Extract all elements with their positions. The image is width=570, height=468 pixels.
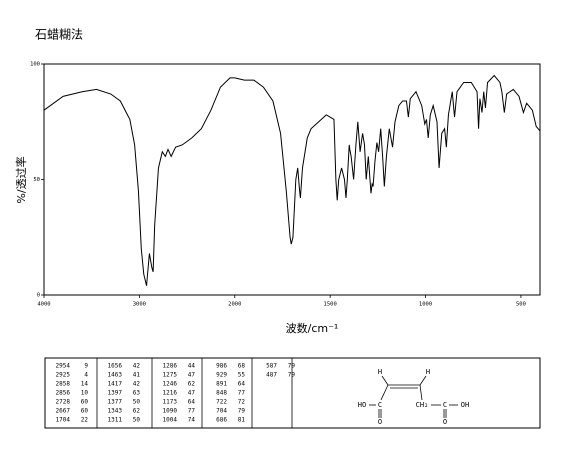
table-cell: 487 (266, 372, 277, 379)
table-cell: 79 (238, 408, 246, 415)
table-cell: 9 (84, 363, 88, 370)
structure-diagram: H H HO C O CH₂ C O OH (358, 368, 469, 426)
table-cell: 2954 (56, 363, 71, 370)
table-cell: 47 (188, 372, 196, 379)
table-cell: 1417 (108, 381, 123, 388)
plot-frame (43, 63, 541, 296)
table-cell: 47 (188, 390, 196, 397)
table-cell: 1004 (163, 417, 178, 424)
table-cell: 1463 (108, 372, 123, 379)
table-cell: 1090 (163, 408, 178, 415)
table-cell: 2667 (56, 408, 71, 415)
atom-label: C (443, 401, 447, 409)
bond (419, 384, 423, 401)
table-cell: 891 (216, 381, 227, 388)
table-cell: 1656 (108, 363, 123, 370)
table-cell: 60 (81, 399, 89, 406)
table-cell: 1377 (108, 399, 123, 406)
table-cell: 929 (216, 372, 227, 379)
table-cell: 42 (133, 381, 141, 388)
table-cell: 14 (81, 381, 89, 388)
table-cell: 1216 (163, 390, 178, 397)
table-cell: 42 (133, 363, 141, 370)
table-cell: 686 (216, 417, 227, 424)
x-axis-label: 波数/cm⁻¹ (286, 322, 339, 335)
x-tick-label: 4000 (37, 302, 50, 308)
table-cell: 1397 (108, 390, 123, 397)
atom-label: CH₂ (416, 401, 429, 409)
table-cell: 41 (133, 372, 141, 379)
table-cell: 44 (188, 363, 196, 370)
x-tick-label: 2000 (228, 302, 241, 308)
y-tick-label: 100 (30, 62, 40, 68)
table-cell: 704 (216, 408, 227, 415)
x-tick-label: 500 (516, 302, 526, 308)
table-cell: 60 (81, 408, 89, 415)
table-cell: 1704 (56, 417, 71, 424)
table-cell: 986 (216, 363, 227, 370)
table-cell: 62 (188, 381, 196, 388)
table-cell: 587 (266, 363, 277, 370)
atom-label: O (378, 418, 382, 426)
table-cell: 74 (188, 417, 196, 424)
x-tick-label: 1000 (419, 302, 432, 308)
table-cell: 2728 (56, 399, 71, 406)
table-cell: 22 (81, 417, 89, 424)
atom-label: H (378, 368, 382, 376)
table-cell: 63 (133, 390, 141, 397)
bond (380, 384, 389, 401)
y-tick-label: 0 (37, 293, 40, 299)
table-cell: 1173 (163, 399, 178, 406)
table-cell: 1246 (163, 381, 178, 388)
table-cell: 2858 (56, 381, 71, 388)
table-cell: 722 (216, 399, 227, 406)
x-tick-label: 3000 (133, 302, 146, 308)
table-cell: 77 (238, 390, 246, 397)
table-cell: 55 (238, 372, 246, 379)
table-cell: 79 (288, 372, 296, 379)
bond (419, 375, 427, 386)
y-tick-label: 50 (33, 177, 40, 183)
atom-label: O (443, 418, 447, 426)
table-frame (44, 357, 541, 429)
table-cell: 77 (188, 408, 196, 415)
y-axis-label: %/透过率 (14, 156, 28, 203)
table-cell: 1311 (108, 417, 123, 424)
bond (381, 375, 389, 386)
x-tick-label: 1500 (324, 302, 337, 308)
table-cell: 68 (238, 363, 246, 370)
table-cell: 72 (238, 399, 246, 406)
table-cell: 10 (81, 390, 89, 397)
table-cell: 2856 (56, 390, 71, 397)
table-cell: 62 (133, 408, 141, 415)
table-cell: 50 (133, 417, 141, 424)
table-cell: 64 (188, 399, 196, 406)
table-cell: 64 (238, 381, 246, 388)
table-cell: 79 (288, 363, 296, 370)
table-cell: 1275 (163, 372, 178, 379)
atom-label: HO (358, 401, 366, 409)
table-cell: 1343 (108, 408, 123, 415)
table-cell: 50 (133, 399, 141, 406)
atom-label: C (378, 401, 382, 409)
atom-label: H (426, 368, 430, 376)
table-cell: 81 (238, 417, 246, 424)
atom-label: OH (461, 401, 469, 409)
table-cell: 848 (216, 390, 227, 397)
peak-table: 2954 9 2925 4 2858 14 2856 10 2728 60 2667 60 1704 22… (44, 357, 541, 429)
table-cell: 1286 (163, 363, 178, 370)
table-cell: 2925 (56, 372, 71, 379)
table-cell: 4 (84, 372, 88, 379)
spectrum-line (43, 74, 541, 286)
chart-title: 石蜡糊法 (35, 27, 83, 42)
